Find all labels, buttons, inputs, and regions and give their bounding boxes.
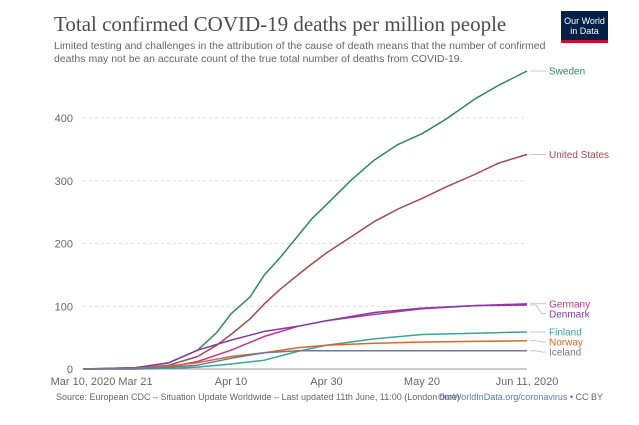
series-line <box>82 153 528 370</box>
series-line <box>82 340 528 370</box>
y-tick-label: 100 <box>55 301 73 313</box>
label-leader-line <box>530 350 546 353</box>
series-label: Sweden <box>549 67 585 78</box>
y-tick-label: 400 <box>55 113 73 125</box>
x-tick-label: Apr 10 <box>215 376 247 388</box>
source-note: Source: European CDC – Situation Update … <box>56 392 460 402</box>
footer-credit: OurWorldInData.org/coronavirus • CC BY <box>438 392 603 402</box>
series-line <box>82 303 528 370</box>
chart-subtitle: Limited testing and challenges in the at… <box>54 40 546 65</box>
series-label: Finland <box>549 327 582 338</box>
chart-title: Total confirmed COVID-19 deaths per mill… <box>54 12 507 36</box>
x-tick-label: Apr 30 <box>310 376 342 388</box>
series-line <box>82 70 528 370</box>
y-tick-label: 300 <box>55 176 73 188</box>
owid-logo[interactable]: Our World in Data <box>561 11 608 43</box>
label-leader-line <box>530 304 546 315</box>
series-line <box>83 331 528 370</box>
series-label: Germany <box>549 299 590 310</box>
license-label: • CC BY <box>567 392 603 402</box>
logo-line1: Our World <box>564 16 605 26</box>
series-line <box>83 350 527 370</box>
series-line <box>82 304 528 370</box>
series-label: Iceland <box>549 347 581 358</box>
logo-line2: in Data <box>570 26 599 36</box>
y-tick-label: 200 <box>55 239 73 251</box>
x-tick-label: Mar 10, 2020 <box>51 376 116 388</box>
series-label: Denmark <box>549 309 591 320</box>
x-tick-label: Mar 21 <box>118 376 152 388</box>
series-label: United States <box>549 150 609 161</box>
label-leader-line <box>530 340 546 343</box>
y-tick-label: 0 <box>67 364 73 376</box>
x-tick-label: May 20 <box>404 376 440 388</box>
series-label: Norway <box>549 337 583 348</box>
source-link[interactable]: OurWorldInData.org/coronavirus <box>437 392 568 402</box>
x-tick-label: Jun 11, 2020 <box>496 376 559 388</box>
